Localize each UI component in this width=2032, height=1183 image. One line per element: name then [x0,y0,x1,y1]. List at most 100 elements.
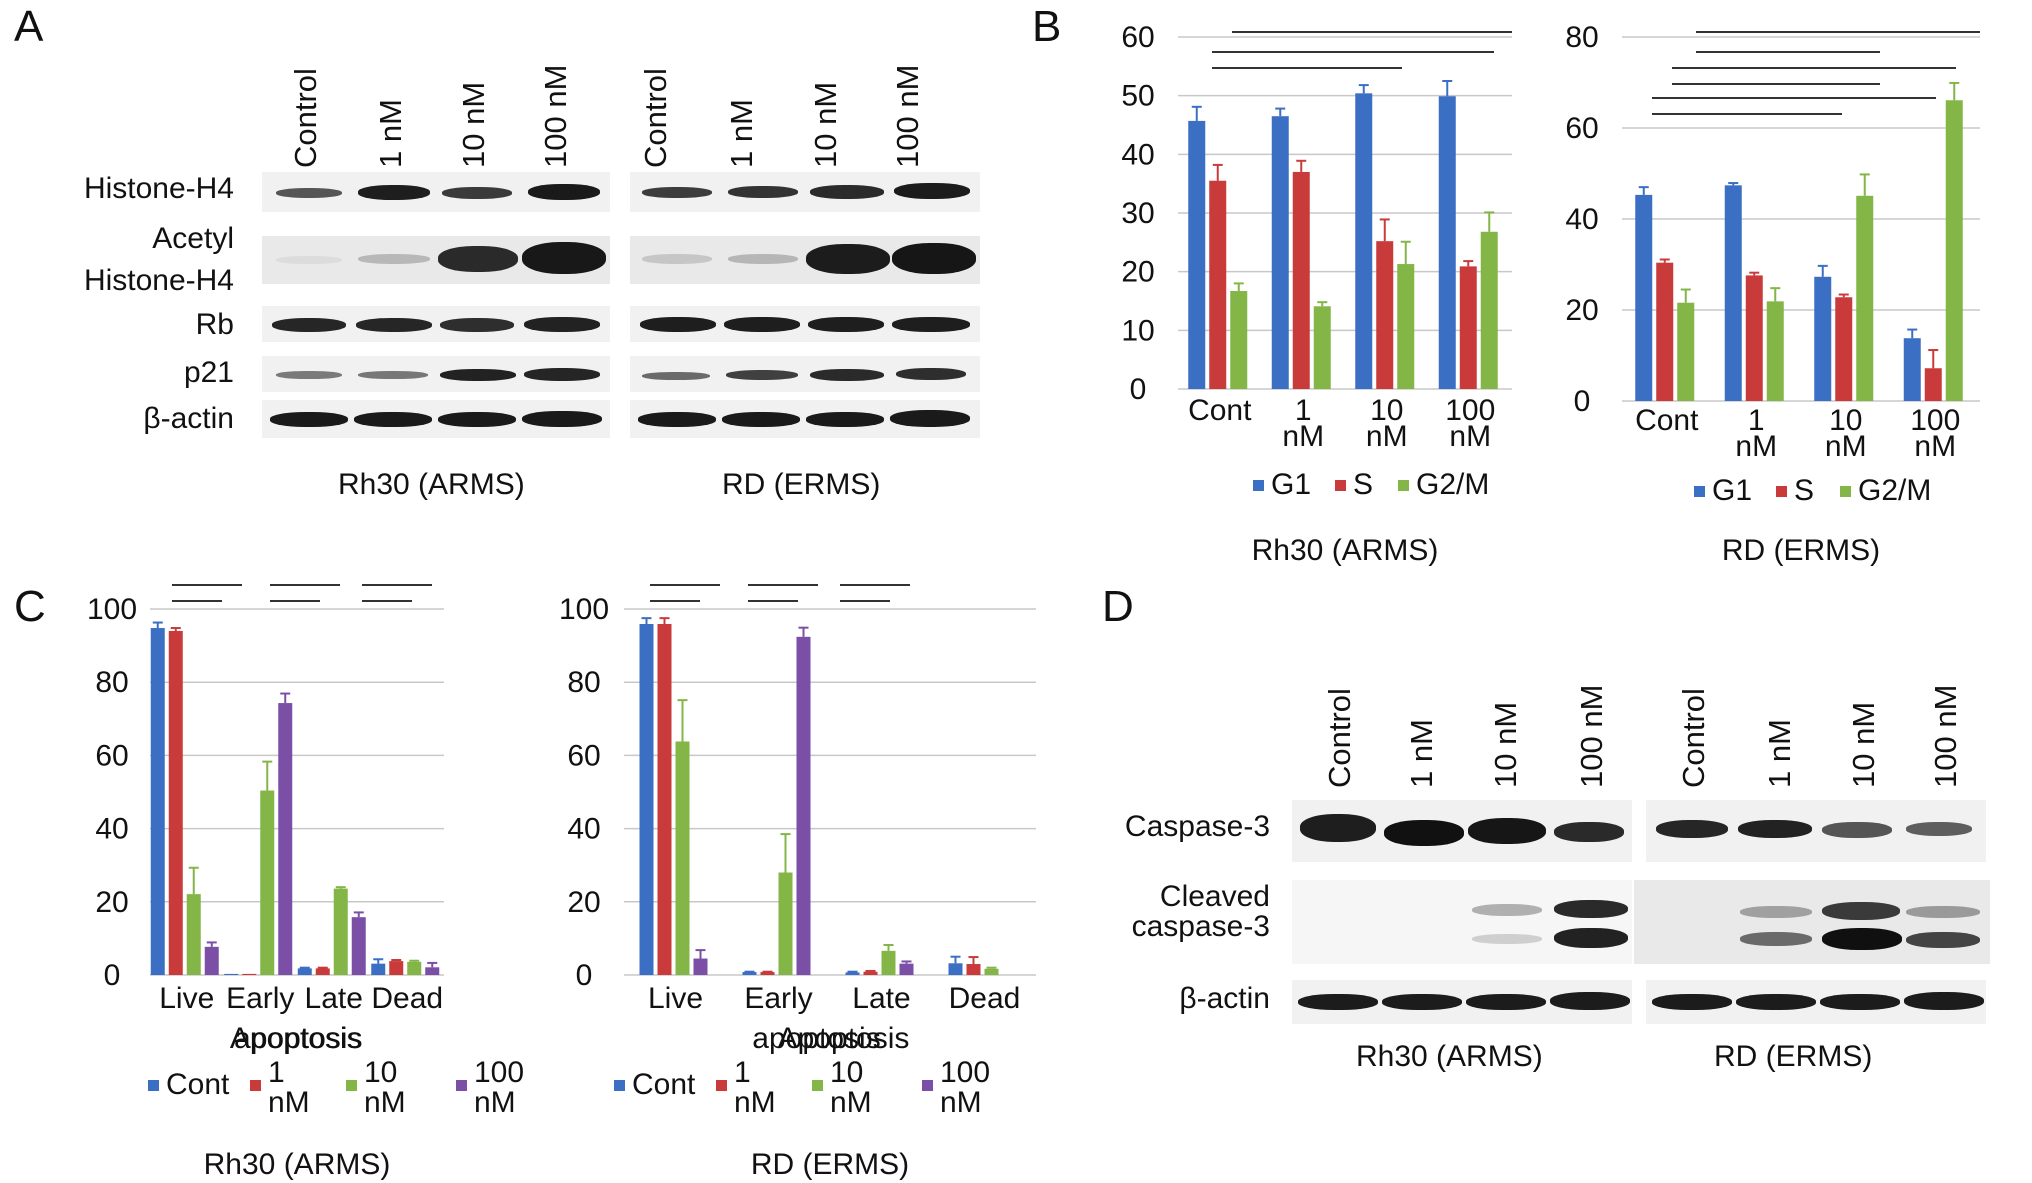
bar [899,963,914,975]
bar [984,968,999,975]
bar [224,973,239,975]
row-label-cleaved: Cleaved [1159,880,1270,913]
x-tick-label: Late [305,982,363,1015]
legend-label: nM [830,1086,872,1119]
x-tick-label: apoptosis [752,1022,880,1055]
bar [760,972,775,975]
x-tick-label: Live [648,982,703,1015]
row-label-p21: p21 [183,356,234,389]
legend-label: nM [940,1086,982,1119]
legend-label: S [1353,468,1373,501]
panel-label-b: B [1032,2,1062,51]
row-label-histone-h4-acetyl: Histone-H4 [83,264,234,297]
legend-swatch [456,1080,467,1091]
row-label-beta-actin: β-actin [143,402,234,435]
blot-beta-actin [1646,980,1986,1024]
bar [1292,171,1310,389]
x-tick-label: apoptosis [234,1022,362,1055]
y-tick-label: 20 [1565,294,1598,327]
legend-label: 100 [474,1056,524,1089]
bar [371,963,386,975]
bar [1271,116,1289,389]
x-tick-label: nM [1735,430,1777,463]
y-tick-label: 40 [1565,203,1598,236]
legend-label: 10 [830,1056,863,1089]
bar [204,946,219,975]
legend-swatch [250,1080,261,1091]
cell-line-label-rh30: Rh30 (ARMS) [338,468,525,501]
bar [407,961,422,975]
legend-label: 1 [268,1056,285,1089]
bar [1355,93,1373,389]
bar [1856,195,1874,401]
bar [742,972,757,975]
y-tick-label: 10 [1121,314,1154,347]
legend-label: Cont [166,1068,230,1101]
y-tick-label: 0 [104,959,121,992]
row-label-caspase-3: Caspase-3 [1124,810,1270,843]
y-tick-label: 60 [1121,21,1154,54]
bar [1903,338,1921,401]
y-tick-label: 20 [1121,256,1154,289]
x-tick-label: 100 [1445,394,1495,427]
legend-label: G2/M [1858,474,1931,507]
bar [1724,185,1742,401]
bar [1397,264,1415,389]
legend-label: G1 [1271,468,1311,501]
chart-c-rd: 0 20 40 60 80 100 Live Early apoptosis Late Apopto… [559,584,1036,1181]
bar [1438,96,1456,390]
bar [966,964,981,975]
bar [863,971,878,975]
row-label-cleaved-caspase-3: caspase-3 [1131,910,1270,943]
x-tick-label: Cont [1635,404,1699,437]
legend-swatch [1335,480,1346,491]
y-tick-label: 0 [1130,373,1147,406]
y-tick-label: 60 [567,739,600,772]
legend-swatch [1398,480,1409,491]
y-tick-label: 0 [1574,385,1591,418]
blot-beta-actin [262,400,610,438]
blot-caspase-3 [1292,800,1632,862]
y-tick-label: 100 [87,593,137,626]
legend-swatch [922,1080,933,1091]
bar [1814,276,1832,401]
y-tick-label: 20 [95,886,128,919]
legend-label: nM [734,1086,776,1119]
y-tick-label: 80 [1565,21,1598,54]
blot-rb [262,306,610,342]
x-tick-label: 10 [1829,404,1862,437]
y-tick-label: 80 [95,666,128,699]
x-tick-label: Dead [949,982,1021,1015]
panel-label-d: D [1102,582,1134,631]
legend-swatch [716,1080,727,1091]
bar [693,958,708,975]
x-tick-label: Late [852,982,910,1015]
legend-label: 100 [940,1056,990,1089]
y-tick-label: 60 [1565,112,1598,145]
bar [1745,275,1763,401]
legend-label: G2/M [1416,468,1489,501]
legend-swatch [1694,486,1705,497]
x-tick-label: Apoptosis [230,1022,362,1055]
chart-title: RD (ERMS) [1722,534,1880,567]
bar [1656,262,1674,401]
x-tick-label: Early [744,982,812,1015]
x-tick-label: Dead [371,982,443,1015]
x-tick-label: nM [1914,430,1956,463]
x-tick-label: 1 [1748,404,1765,437]
bar [778,872,793,975]
bar [1459,266,1477,389]
y-tick-label: 30 [1121,197,1154,230]
blot-rb [630,306,980,342]
bar [168,630,183,975]
blot-beta-actin [1292,980,1632,1024]
y-tick-label: 40 [567,813,600,846]
y-tick-label: 80 [567,666,600,699]
legend-swatch [614,1080,625,1091]
row-label-rb: Rb [195,308,234,341]
blot-cleaved-caspase-3 [1634,880,1990,964]
bar [881,950,896,975]
